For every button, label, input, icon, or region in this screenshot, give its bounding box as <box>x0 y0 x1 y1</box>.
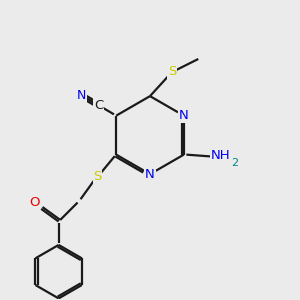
Text: S: S <box>168 65 176 79</box>
Text: N: N <box>77 89 86 102</box>
Text: N: N <box>145 168 155 181</box>
Text: N: N <box>179 109 189 122</box>
Text: NH: NH <box>211 149 231 162</box>
Text: 2: 2 <box>232 158 238 168</box>
Text: C: C <box>94 99 103 112</box>
Text: O: O <box>29 196 40 209</box>
Text: S: S <box>94 170 102 183</box>
